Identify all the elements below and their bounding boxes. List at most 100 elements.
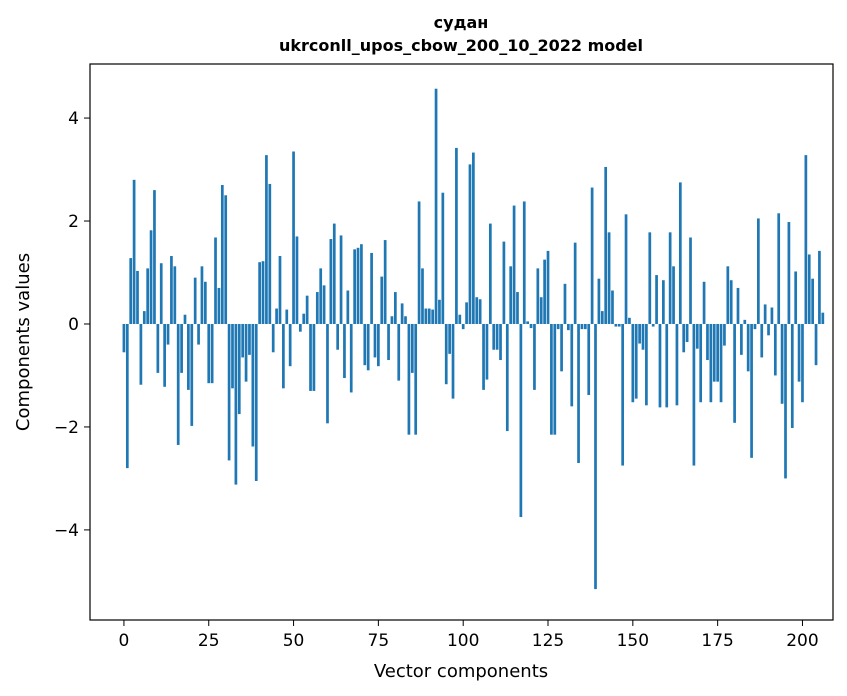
- bar: [611, 290, 614, 324]
- bar: [502, 241, 506, 324]
- bar: [719, 323, 723, 403]
- bar: [282, 323, 285, 389]
- bar: [655, 275, 658, 324]
- bar: [740, 323, 743, 355]
- bar: [438, 299, 441, 324]
- bar: [716, 323, 719, 382]
- bar: [295, 236, 299, 324]
- bar: [444, 323, 448, 385]
- bar: [763, 304, 767, 324]
- bar: [645, 323, 648, 406]
- bar: [180, 323, 183, 373]
- bar: [604, 166, 608, 324]
- bar: [648, 232, 652, 324]
- bar: [539, 297, 543, 324]
- bar: [780, 323, 784, 404]
- bar: [254, 323, 258, 481]
- bar: [122, 323, 126, 353]
- x-tick-label: 100: [447, 631, 479, 651]
- bar: [723, 323, 726, 346]
- bar: [455, 147, 458, 324]
- x-axis-label: Vector components: [374, 661, 548, 682]
- bar: [214, 237, 217, 324]
- bar: [390, 316, 394, 324]
- bar: [577, 323, 580, 463]
- bar: [624, 214, 628, 324]
- bar: [224, 195, 228, 324]
- bar: [699, 323, 703, 403]
- bar: [777, 213, 781, 324]
- bar: [621, 323, 625, 466]
- bar: [129, 258, 133, 324]
- bar: [590, 187, 594, 324]
- bar: [404, 316, 407, 324]
- bar: [573, 242, 577, 324]
- bar: [587, 323, 591, 396]
- bar: [773, 323, 777, 376]
- bar: [546, 250, 550, 324]
- y-tick-label: 0: [68, 315, 79, 335]
- bar: [695, 323, 699, 349]
- bar: [685, 323, 689, 342]
- bar: [275, 308, 278, 324]
- x-tick-label: 0: [119, 631, 130, 651]
- bar: [519, 323, 523, 518]
- bar: [125, 323, 129, 469]
- y-tick-label: −2: [54, 418, 79, 438]
- bar: [414, 323, 418, 435]
- bar: [336, 323, 340, 350]
- bar: [709, 323, 713, 403]
- bar: [315, 292, 319, 324]
- bar: [811, 278, 814, 324]
- bar: [383, 240, 387, 324]
- bar: [187, 323, 190, 390]
- bar: [373, 323, 377, 358]
- bar: [451, 323, 455, 399]
- bar: [400, 303, 404, 324]
- bar: [173, 266, 177, 324]
- bar: [563, 283, 567, 324]
- bar: [197, 323, 200, 345]
- x-tick-label: 25: [198, 631, 220, 651]
- bar: [512, 205, 516, 324]
- bar: [794, 271, 798, 324]
- bar: [234, 323, 238, 485]
- bar: [529, 323, 533, 329]
- bar: [203, 281, 207, 324]
- bar: [220, 184, 224, 324]
- bar: [682, 323, 686, 353]
- bar: [271, 323, 275, 353]
- bar: [550, 323, 553, 435]
- bar: [729, 280, 733, 324]
- bar: [485, 323, 489, 380]
- bar: [543, 259, 546, 324]
- x-tick-label: 50: [283, 631, 305, 651]
- bar: [678, 182, 682, 324]
- bar: [583, 323, 587, 330]
- bar: [363, 323, 367, 366]
- bar: [641, 323, 645, 350]
- bar: [417, 201, 421, 324]
- bar: [278, 256, 282, 324]
- bar: [628, 317, 631, 324]
- bar: [787, 222, 791, 324]
- bar: [790, 323, 794, 428]
- bar: [509, 266, 513, 324]
- bar: [149, 230, 153, 324]
- bar: [285, 309, 289, 324]
- bar: [594, 323, 597, 590]
- bar: [662, 280, 665, 324]
- bar: [614, 323, 618, 327]
- bar: [746, 323, 750, 372]
- bar: [570, 323, 574, 407]
- bar: [651, 323, 655, 327]
- bar: [251, 323, 255, 447]
- bar: [346, 290, 350, 324]
- bar: [522, 201, 526, 324]
- bar: [492, 323, 496, 350]
- bar: [526, 321, 530, 324]
- bar: [258, 262, 261, 324]
- x-tick-label: 150: [617, 631, 649, 651]
- bar: [516, 292, 519, 324]
